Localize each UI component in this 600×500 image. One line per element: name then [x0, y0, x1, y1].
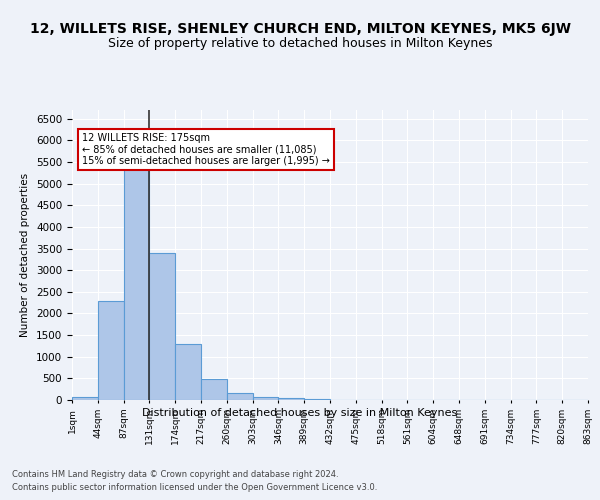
Bar — [124, 165, 149, 400]
Text: Distribution of detached houses by size in Milton Keynes: Distribution of detached houses by size … — [142, 408, 458, 418]
Bar — [201, 379, 227, 400]
Bar — [175, 344, 201, 400]
Bar — [72, 397, 98, 400]
Bar — [227, 393, 253, 400]
Text: 12, WILLETS RISE, SHENLEY CHURCH END, MILTON KEYNES, MK5 6JW: 12, WILLETS RISE, SHENLEY CHURCH END, MI… — [29, 22, 571, 36]
Text: Contains HM Land Registry data © Crown copyright and database right 2024.: Contains HM Land Registry data © Crown c… — [12, 470, 338, 479]
Bar — [98, 302, 124, 400]
Text: 12 WILLETS RISE: 175sqm
← 85% of detached houses are smaller (11,085)
15% of sem: 12 WILLETS RISE: 175sqm ← 85% of detache… — [82, 133, 330, 166]
Bar — [278, 398, 304, 400]
Y-axis label: Number of detached properties: Number of detached properties — [20, 173, 31, 337]
Bar — [253, 396, 278, 400]
Bar — [149, 254, 175, 400]
Bar — [304, 398, 330, 400]
Text: Size of property relative to detached houses in Milton Keynes: Size of property relative to detached ho… — [108, 38, 492, 51]
Text: Contains public sector information licensed under the Open Government Licence v3: Contains public sector information licen… — [12, 482, 377, 492]
